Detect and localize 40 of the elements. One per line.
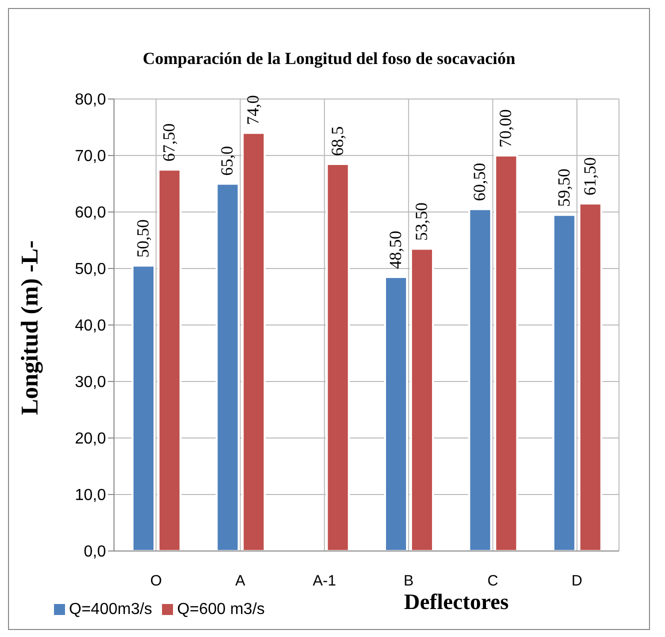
data-label: 68,5 (328, 126, 347, 156)
y-tick-label: 40,0 (74, 318, 106, 335)
legend-label: Q=600 m3/s (177, 601, 265, 618)
bar (410, 248, 434, 551)
data-label: 50,50 (134, 219, 153, 258)
data-label: 60,50 (470, 162, 490, 202)
y-tick-label: 10,0 (74, 487, 106, 504)
y-tick-label: 80,0 (74, 92, 106, 109)
y-tick-label: 0,0 (84, 544, 106, 561)
data-label: 65,0 (218, 146, 237, 176)
x-tick-label: A-1 (312, 572, 336, 590)
legend-label: Q=400m3/s (69, 601, 152, 618)
x-tick-label: D (571, 572, 582, 590)
bar (552, 214, 576, 551)
y-tick-label: 30,0 (74, 374, 106, 392)
bar (132, 264, 156, 551)
data-label: 67,50 (160, 123, 179, 162)
y-axis-title: Longitud (m) -L- (18, 240, 44, 415)
data-label: 70,00 (496, 109, 516, 148)
x-tick-label: B (404, 572, 414, 590)
chart-title: Comparación de la Longitud del foso de socavación (142, 49, 516, 69)
bar (242, 132, 266, 551)
y-tick-label: 70,0 (74, 148, 106, 166)
data-label: 53,50 (412, 202, 432, 241)
data-label: 59,50 (554, 168, 574, 207)
x-tick-label: A (235, 572, 246, 590)
data-label: 48,50 (386, 230, 406, 269)
data-label: 61,50 (580, 157, 600, 196)
x-tick-label: O (150, 572, 162, 590)
bar (158, 168, 182, 551)
y-tick-label: 60,0 (74, 204, 106, 222)
bar (468, 208, 492, 551)
y-tick-label: 20,0 (74, 430, 106, 448)
bar (494, 154, 518, 551)
bar (216, 182, 240, 551)
x-axis-title: Deflectores (404, 589, 509, 615)
data-label: 74,0 (244, 95, 263, 125)
y-tick-label: 50,0 (74, 261, 106, 278)
bar (578, 202, 602, 551)
x-tick-label: C (487, 572, 498, 590)
